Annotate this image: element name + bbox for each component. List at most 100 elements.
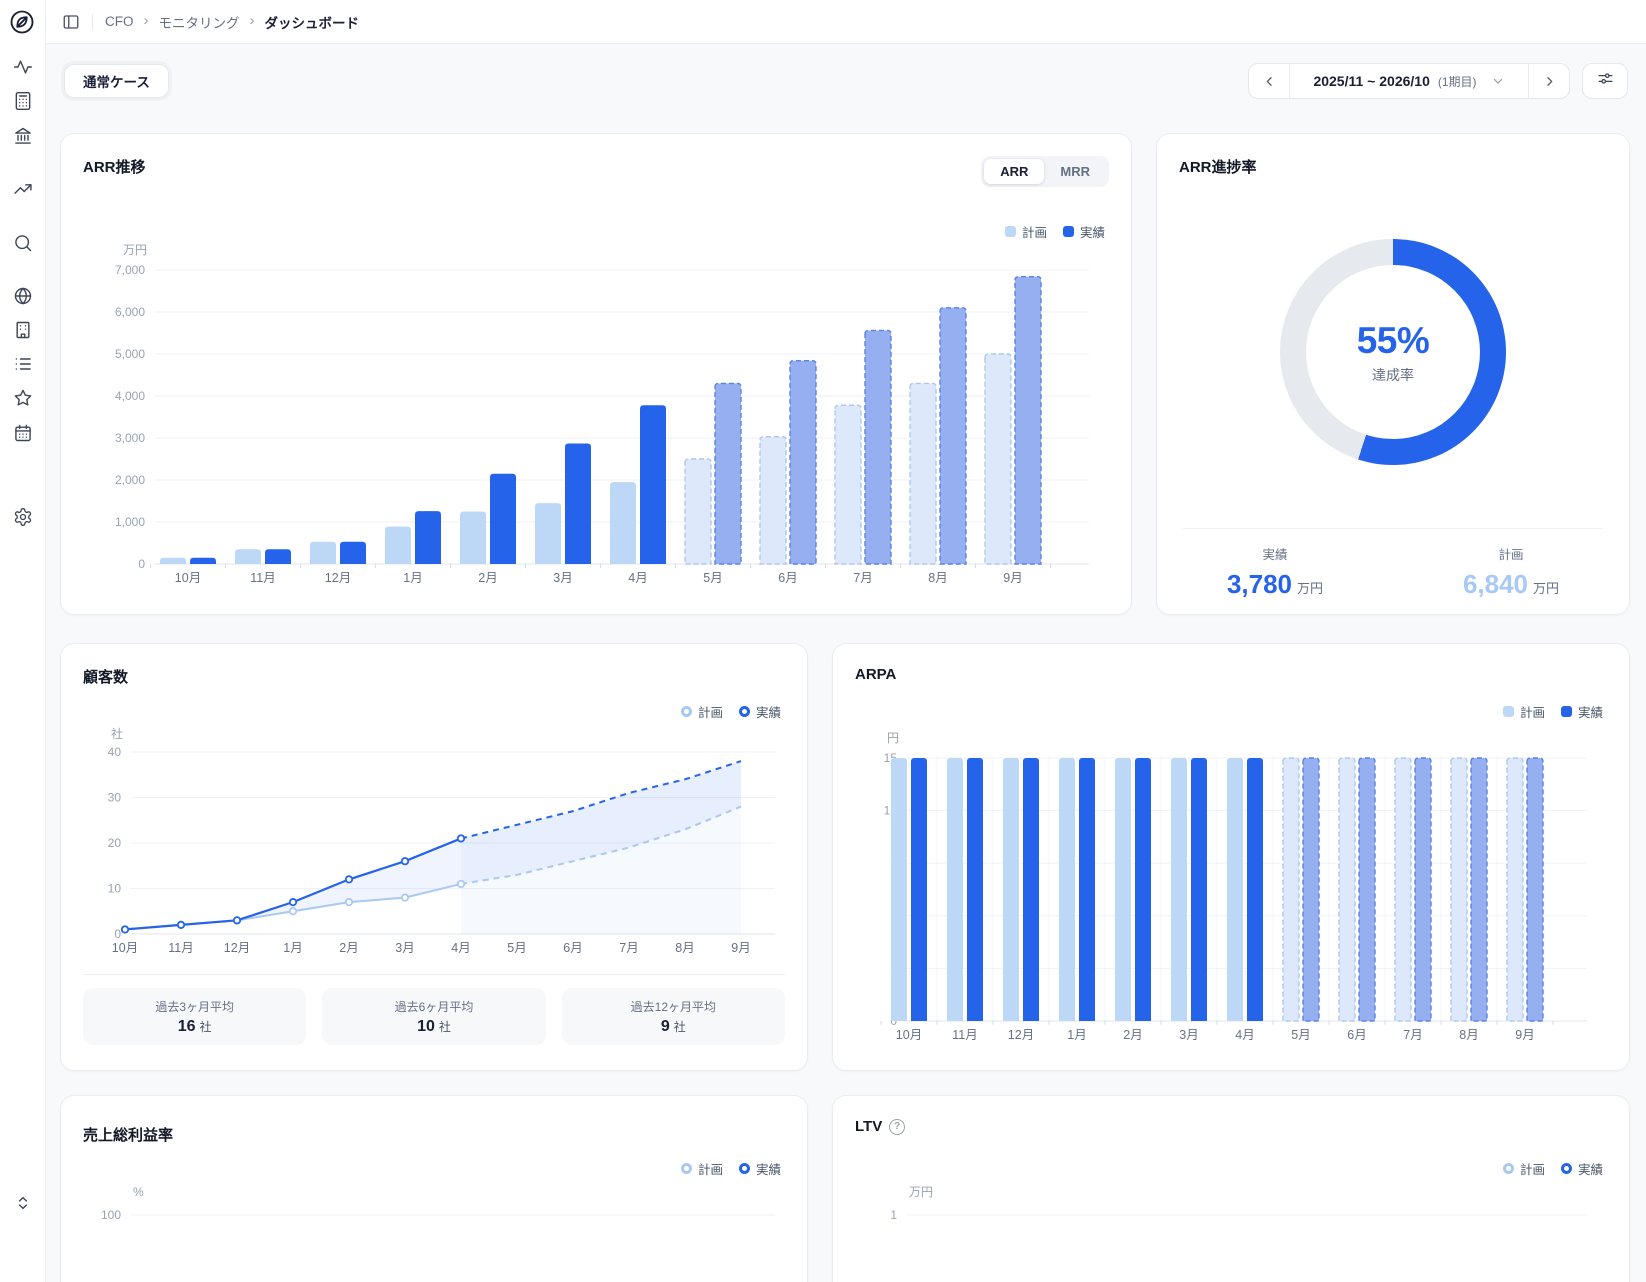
chevrons-up-down-icon[interactable]: [13, 1193, 33, 1213]
svg-text:30: 30: [108, 791, 122, 805]
svg-text:5月: 5月: [507, 941, 526, 955]
svg-text:11月: 11月: [952, 1028, 977, 1042]
arpa-card: ARPA 計画 実績 15129630円10月11月12月1月2月3月4月5月6…: [832, 643, 1630, 1071]
avg-6mo-stat: 過去6ヶ月平均 10 社: [322, 988, 546, 1045]
svg-text:7月: 7月: [619, 941, 638, 955]
list-icon[interactable]: [13, 354, 33, 374]
svg-text:9月: 9月: [1515, 1028, 1534, 1042]
tab-mrr[interactable]: MRR: [1060, 164, 1090, 179]
ltv-card-title: LTV: [855, 1118, 883, 1135]
svg-text:1月: 1月: [403, 571, 422, 585]
progress-actual-value: 3,780: [1226, 569, 1293, 599]
chevron-right-icon: ›: [249, 12, 255, 29]
svg-text:%: %: [133, 1185, 144, 1199]
period-range-label: 2025/11 ~ 2026/10: [1313, 73, 1430, 89]
app-logo-icon: [8, 8, 36, 36]
svg-text:6月: 6月: [778, 571, 797, 585]
svg-text:12月: 12月: [224, 941, 250, 955]
progress-actual-stat: 実績 3,780 万円: [1226, 548, 1324, 599]
breadcrumb-item-monitoring[interactable]: モニタリング: [158, 15, 240, 31]
actual-ring-icon: [738, 1163, 750, 1174]
progress-percent: 55%: [1356, 319, 1430, 361]
ltv-chart-stub: 万円 1: [847, 1182, 1617, 1282]
svg-text:6月: 6月: [1347, 1028, 1366, 1042]
svg-text:万円: 万円: [909, 1185, 933, 1199]
help-icon[interactable]: ?: [889, 1118, 906, 1135]
plan-swatch-icon: [1004, 226, 1016, 237]
panel-toggle-icon[interactable]: [62, 13, 80, 31]
calculator-icon[interactable]: [13, 91, 33, 111]
actual-swatch-icon: [1560, 706, 1572, 717]
svg-text:2月: 2月: [1123, 1028, 1142, 1042]
svg-text:20: 20: [108, 836, 122, 850]
svg-text:0: 0: [138, 557, 145, 571]
calendar-icon[interactable]: [13, 423, 33, 443]
svg-text:3月: 3月: [553, 571, 572, 585]
previous-period-button[interactable]: [1249, 64, 1289, 98]
arpa-card-title: ARPA: [855, 666, 897, 683]
plan-swatch-icon: [1502, 706, 1514, 717]
svg-text:11月: 11月: [168, 941, 193, 955]
svg-text:5,000: 5,000: [115, 347, 145, 361]
svg-text:8月: 8月: [1459, 1028, 1478, 1042]
svg-text:7,000: 7,000: [115, 263, 145, 277]
search-icon[interactable]: [13, 233, 33, 253]
breadcrumb-item-cfo[interactable]: CFO: [105, 14, 134, 29]
globe-icon[interactable]: [13, 286, 33, 306]
sidebar: [0, 0, 46, 1282]
scenario-button[interactable]: 通常ケース: [64, 64, 169, 98]
trending-up-icon[interactable]: [13, 179, 33, 199]
svg-text:2月: 2月: [478, 571, 497, 585]
customers-legend: 計画 実績: [680, 702, 781, 721]
svg-text:4月: 4月: [1235, 1028, 1254, 1042]
svg-text:1月: 1月: [283, 941, 302, 955]
next-period-button[interactable]: [1529, 64, 1569, 98]
svg-text:8月: 8月: [928, 571, 947, 585]
ltv-card: LTV ? 計画 実績 万円 1: [832, 1095, 1630, 1282]
topbar: CFO › モニタリング › ダッシュボード: [46, 0, 1646, 44]
arpa-legend: 計画 実績: [1502, 702, 1603, 721]
svg-text:2,000: 2,000: [115, 473, 145, 487]
chevron-down-icon: [1491, 74, 1505, 88]
svg-text:3月: 3月: [395, 941, 414, 955]
svg-text:5月: 5月: [703, 571, 722, 585]
svg-text:3月: 3月: [1179, 1028, 1198, 1042]
svg-text:6,000: 6,000: [115, 305, 145, 319]
svg-text:6月: 6月: [563, 941, 582, 955]
tab-arr[interactable]: ARR: [984, 159, 1045, 184]
svg-text:9月: 9月: [731, 941, 750, 955]
arr-progress-card: ARR進捗率 55% 達成率 実績 3,780 万円 計画 6,840 万円: [1156, 133, 1630, 615]
plan-legend-label: 計画: [1021, 226, 1047, 240]
svg-text:2月: 2月: [339, 941, 358, 955]
margin-chart-stub: % 100: [75, 1182, 795, 1282]
svg-text:0: 0: [114, 927, 121, 941]
bank-icon[interactable]: [13, 126, 33, 146]
progress-divider: [1183, 528, 1603, 529]
plan-ring-icon: [680, 1163, 692, 1174]
display-settings-button[interactable]: [1582, 63, 1628, 99]
star-icon[interactable]: [13, 388, 33, 408]
period-selector: 2025/11 ~ 2026/10 (1期目): [1248, 63, 1570, 99]
period-note-label: (1期目): [1437, 74, 1477, 89]
actual-swatch-icon: [1062, 226, 1074, 237]
period-dropdown[interactable]: 2025/11 ~ 2026/10 (1期目): [1289, 64, 1529, 98]
actual-ring-icon: [1560, 1163, 1572, 1174]
svg-text:社: 社: [111, 726, 123, 741]
svg-text:4月: 4月: [451, 941, 470, 955]
breadcrumb: CFO › モニタリング › ダッシュボード: [105, 12, 359, 32]
settings-gear-icon[interactable]: [13, 507, 33, 527]
progress-plan-stat: 計画 6,840 万円: [1462, 548, 1560, 599]
svg-text:8月: 8月: [675, 941, 694, 955]
building-icon[interactable]: [13, 320, 33, 340]
breadcrumb-item-dashboard: ダッシュボード: [264, 15, 360, 31]
activity-icon[interactable]: [13, 57, 33, 77]
gross-margin-card: 売上総利益率 計画 実績 % 100: [60, 1095, 808, 1282]
progress-percent-label: 達成率: [1372, 366, 1414, 383]
svg-text:12月: 12月: [325, 571, 351, 585]
svg-text:11月: 11月: [250, 571, 275, 585]
svg-text:1,000: 1,000: [115, 515, 145, 529]
svg-text:9月: 9月: [1003, 571, 1022, 585]
arr-legend: 計画 実績: [1004, 222, 1105, 241]
